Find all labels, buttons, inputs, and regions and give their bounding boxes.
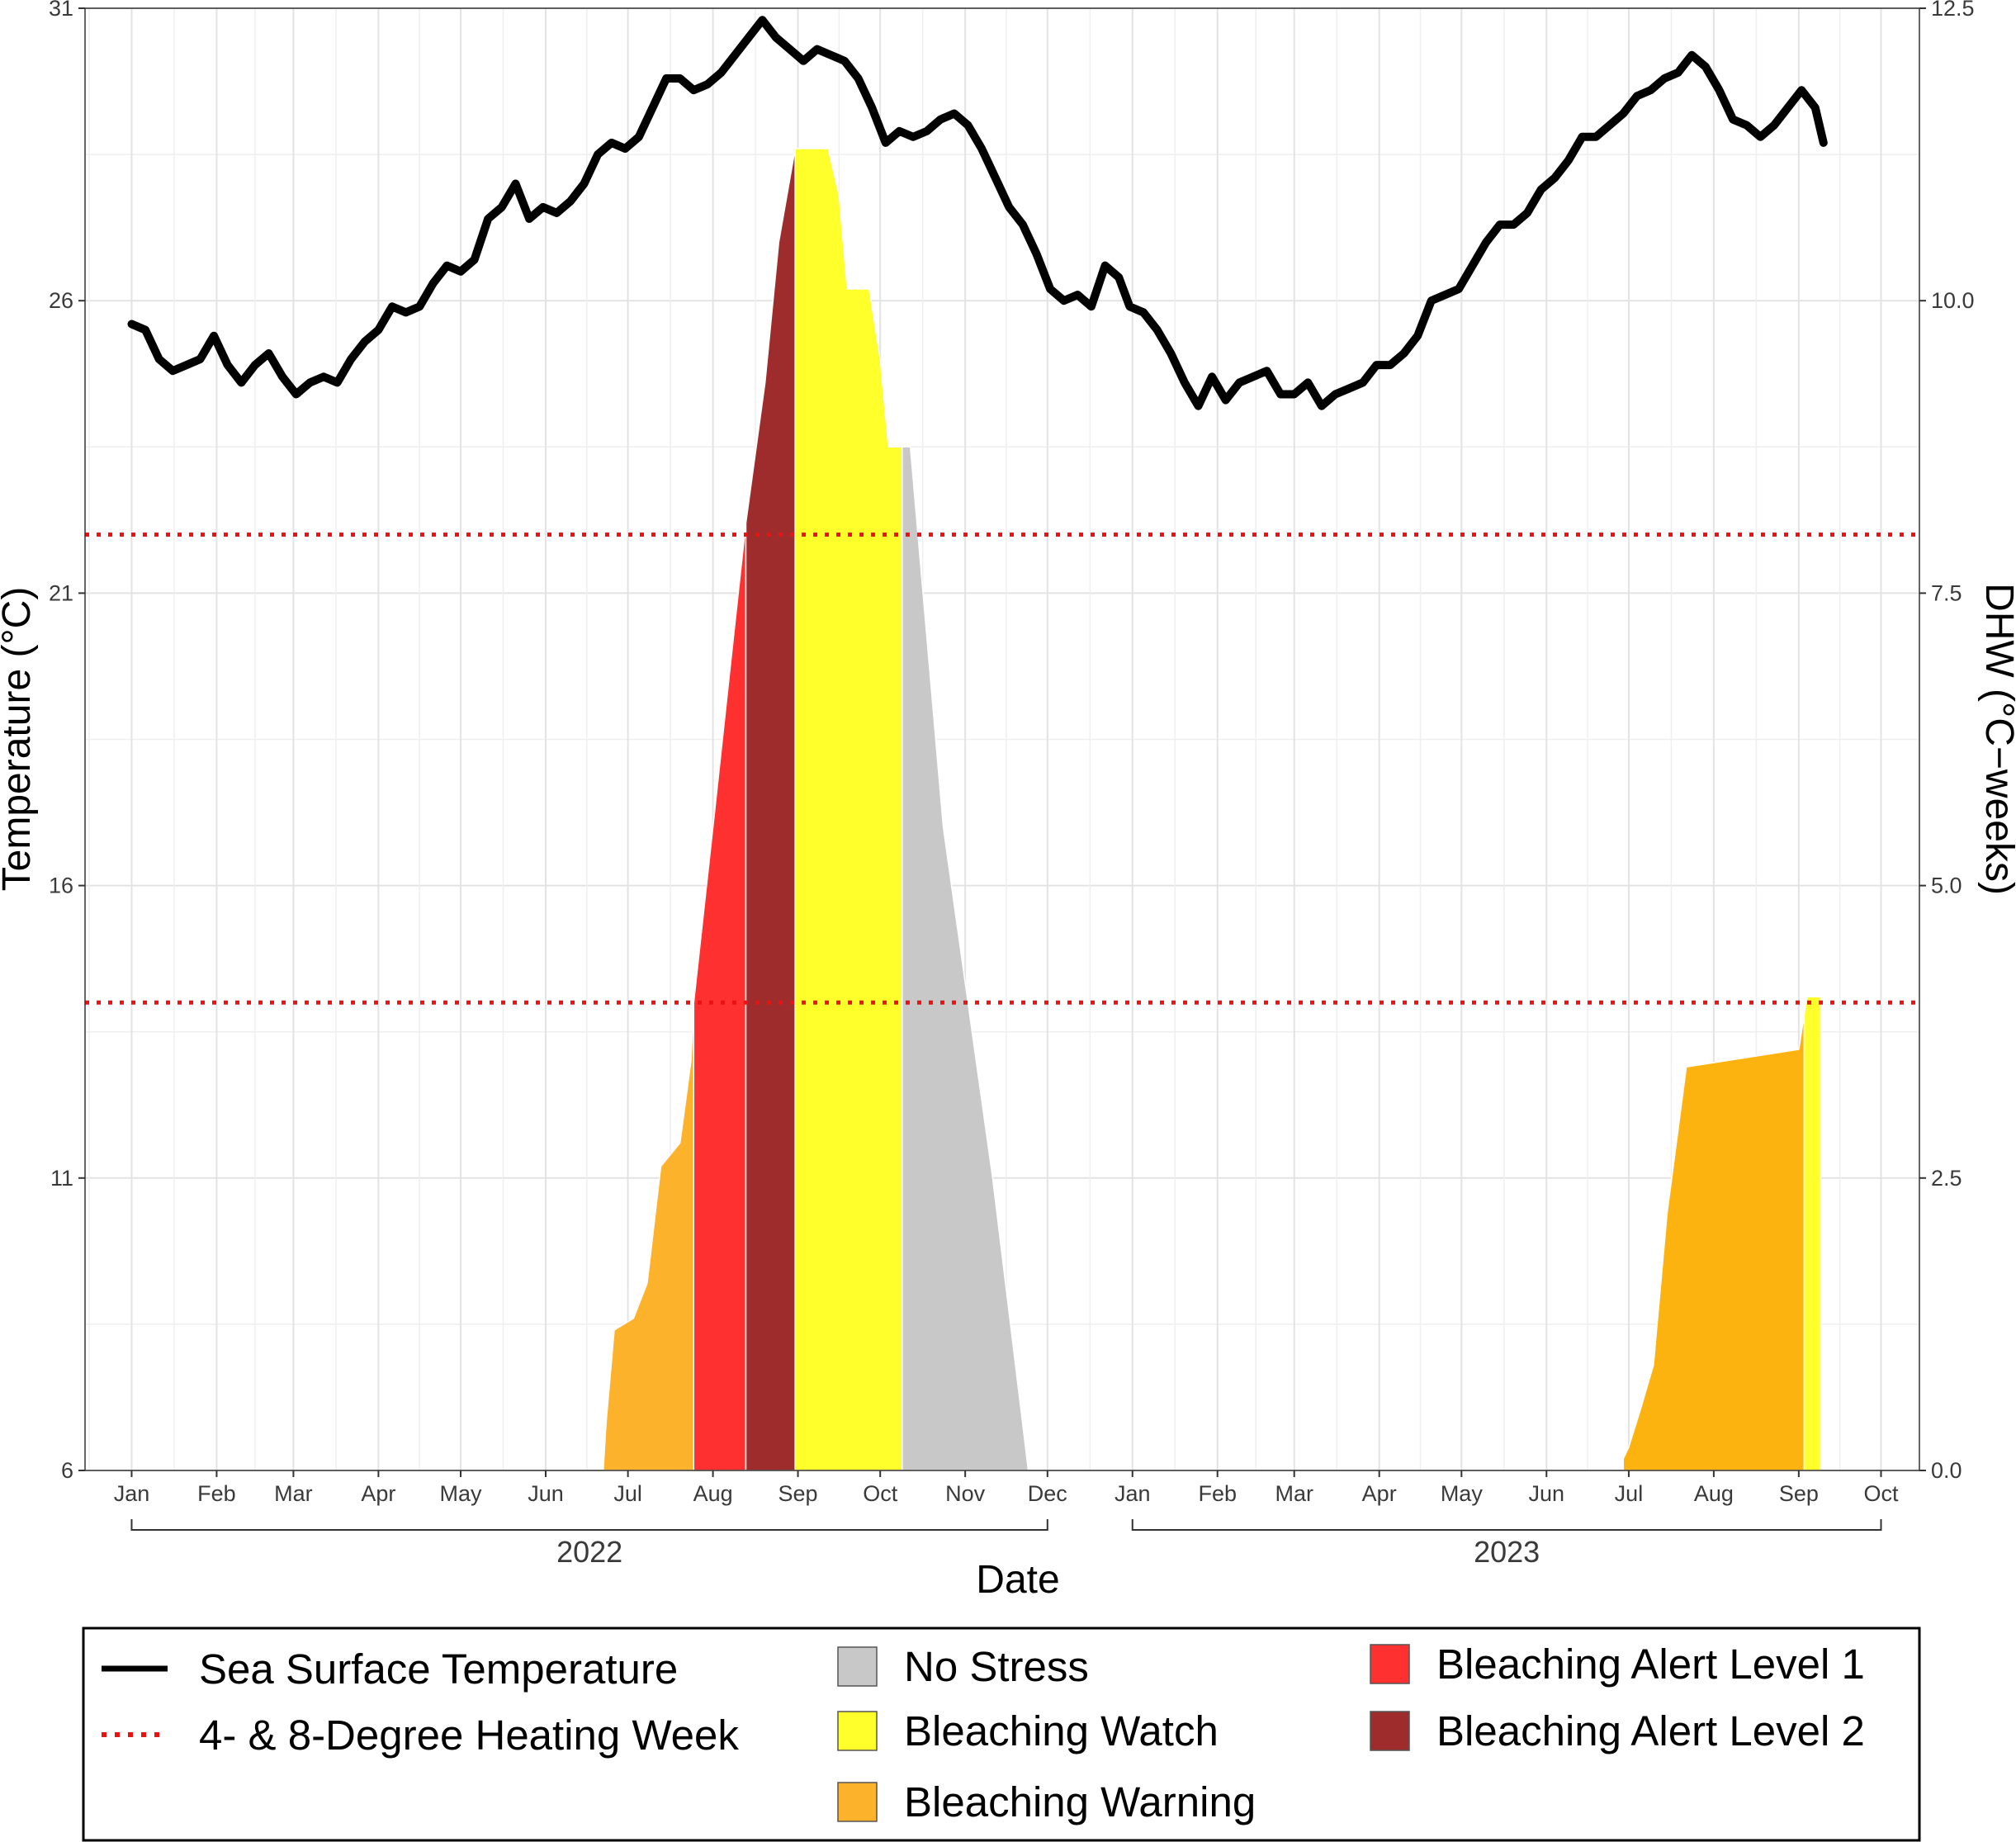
right-tick-label: 7.5 bbox=[1931, 580, 1962, 605]
legend-label: Bleaching Alert Level 2 bbox=[1436, 1707, 1865, 1754]
month-tick-label: May bbox=[440, 1481, 483, 1506]
month-tick-label: Jun bbox=[1529, 1481, 1565, 1506]
sst-line bbox=[127, 16, 1828, 410]
month-tick-label: Jan bbox=[114, 1481, 150, 1506]
month-tick-label: Oct bbox=[863, 1481, 898, 1506]
right-tick-label: 2.5 bbox=[1931, 1166, 1962, 1191]
right-tick-label: 5.0 bbox=[1931, 874, 1962, 898]
right-axis-title: DHW (°C−weeks) bbox=[1977, 583, 2016, 895]
month-tick-label: Aug bbox=[693, 1481, 733, 1506]
legend-key-bleaching-watch bbox=[837, 1711, 878, 1751]
month-tick-label: Dec bbox=[1028, 1481, 1067, 1506]
month-tick-label: Aug bbox=[1694, 1481, 1734, 1506]
legend: Sea Surface Temperature 4- & 8-Degree Hea… bbox=[82, 1627, 1921, 1842]
month-tick-label: Feb bbox=[1198, 1481, 1237, 1506]
month-tick-label: Sep bbox=[1779, 1481, 1819, 1506]
month-tick-label: May bbox=[1441, 1481, 1484, 1506]
year-bracket bbox=[130, 1519, 1048, 1531]
legend-label: Bleaching Alert Level 1 bbox=[1436, 1641, 1865, 1688]
month-tick-label: Jan bbox=[1114, 1481, 1151, 1506]
legend-key-bleaching-alert-level-1 bbox=[1370, 1644, 1410, 1684]
legend-label: No Stress bbox=[904, 1643, 1089, 1690]
left-tick-label: 11 bbox=[50, 1166, 73, 1191]
legend-label: 4- & 8-Degree Heating Week bbox=[199, 1712, 739, 1759]
legend-key-bleaching-alert-level-2 bbox=[1370, 1711, 1410, 1751]
month-tick-label: Feb bbox=[197, 1481, 236, 1506]
legend-items: Sea Surface Temperature 4- & 8-Degree Hea… bbox=[102, 1641, 1865, 1825]
month-tick-label: Jul bbox=[613, 1481, 642, 1506]
month-tick-label: Mar bbox=[1275, 1481, 1313, 1506]
legend-key-no-stress bbox=[837, 1646, 878, 1687]
left-axis-title: Temperature (°C) bbox=[0, 587, 39, 892]
left-tick-label: 31 bbox=[49, 0, 73, 21]
legend-key-bleaching-warning bbox=[837, 1782, 878, 1822]
dhw-threshold-lines bbox=[85, 533, 1919, 1005]
month-tick-label: Mar bbox=[274, 1481, 313, 1506]
left-tick-label: 6 bbox=[61, 1458, 73, 1483]
year-label: 2023 bbox=[1474, 1535, 1540, 1569]
dhw-areas bbox=[602, 148, 1822, 1471]
year-label: 2022 bbox=[556, 1535, 622, 1569]
right-tick-label: 12.5 bbox=[1931, 0, 1975, 21]
legend-frame bbox=[82, 1627, 1921, 1842]
month-tick-label: Apr bbox=[1362, 1481, 1397, 1506]
axes: 6 11 16 21 26 31 0.0 2.5 5.0 7.5 10.0 12.5 Jan Feb Mar… bbox=[49, 0, 1975, 1569]
month-tick-label: Sep bbox=[778, 1481, 818, 1506]
legend-label: Bleaching Warning bbox=[904, 1778, 1256, 1825]
legend-label: Bleaching Watch bbox=[904, 1707, 1219, 1754]
legend-label: Sea Surface Temperature bbox=[199, 1645, 678, 1693]
month-tick-label: Jul bbox=[1615, 1481, 1644, 1506]
right-tick-label: 10.0 bbox=[1931, 288, 1975, 313]
right-tick-label: 0.0 bbox=[1931, 1458, 1962, 1483]
left-tick-label: 21 bbox=[49, 580, 73, 605]
year-bracket bbox=[1131, 1519, 1882, 1531]
dhw-area-bleaching-watch bbox=[1803, 996, 1822, 1471]
month-tick-label: Jun bbox=[528, 1481, 564, 1506]
left-tick-label: 16 bbox=[49, 874, 73, 898]
left-tick-label: 26 bbox=[49, 288, 73, 313]
month-tick-label: Oct bbox=[1863, 1481, 1899, 1506]
month-tick-label: Apr bbox=[361, 1481, 395, 1506]
x-axis-title: Date bbox=[976, 1558, 1059, 1602]
plot-panel-border bbox=[84, 7, 1920, 1471]
month-tick-label: Nov bbox=[945, 1481, 986, 1506]
sst-line-group bbox=[127, 16, 1828, 410]
